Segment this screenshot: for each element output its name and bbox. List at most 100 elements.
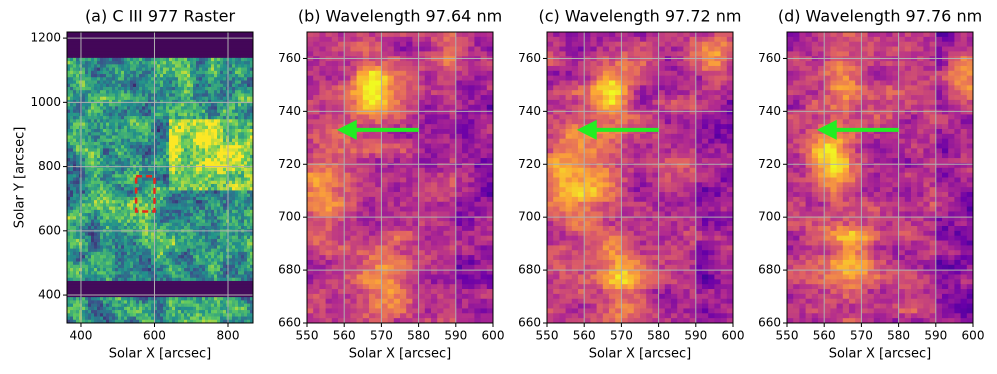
raster-cell bbox=[136, 161, 139, 165]
raster-cell bbox=[121, 284, 124, 288]
raster-cell bbox=[196, 158, 199, 162]
raster-cell bbox=[88, 74, 91, 78]
raster-cell bbox=[214, 55, 217, 59]
raster-cell bbox=[205, 213, 208, 217]
raster-cell bbox=[199, 232, 202, 236]
raster-cell bbox=[190, 226, 193, 230]
raster-cell bbox=[244, 116, 247, 120]
raster-cell bbox=[220, 232, 223, 236]
raster-cell bbox=[244, 84, 247, 88]
raster-cell bbox=[109, 232, 112, 236]
raster-cell bbox=[118, 84, 121, 88]
raster-cell bbox=[214, 187, 217, 191]
raster-cell bbox=[175, 210, 178, 214]
raster-cell bbox=[169, 275, 172, 279]
raster-cell bbox=[223, 194, 226, 198]
raster-cell bbox=[160, 187, 163, 191]
raster-cell bbox=[97, 207, 100, 211]
raster-cell bbox=[97, 220, 100, 224]
raster-cell bbox=[67, 268, 70, 272]
raster-cell bbox=[136, 71, 139, 75]
raster-cell bbox=[220, 51, 223, 55]
raster-cell bbox=[109, 210, 112, 214]
raster-cell bbox=[187, 197, 190, 201]
raster-cell bbox=[76, 161, 79, 165]
raster-cell bbox=[109, 135, 112, 139]
raster-cell bbox=[127, 216, 130, 220]
raster-cell bbox=[196, 84, 199, 88]
raster-cell bbox=[220, 106, 223, 110]
raster-cell bbox=[193, 71, 196, 75]
raster-cell bbox=[100, 200, 103, 204]
raster-cell bbox=[130, 55, 133, 59]
raster-cell bbox=[217, 281, 220, 285]
raster-cell bbox=[145, 45, 148, 49]
raster-cell bbox=[145, 48, 148, 52]
raster-cell bbox=[67, 106, 70, 110]
raster-cell bbox=[169, 129, 172, 133]
raster-cell bbox=[106, 171, 109, 175]
raster-cell bbox=[220, 119, 223, 123]
raster-cell bbox=[163, 281, 166, 285]
raster-cell bbox=[97, 132, 100, 136]
raster-cell bbox=[76, 220, 79, 224]
raster-cell bbox=[109, 68, 112, 72]
raster-cell bbox=[214, 68, 217, 72]
raster-cell bbox=[91, 213, 94, 217]
raster-cell bbox=[187, 187, 190, 191]
raster-cell bbox=[97, 194, 100, 198]
raster-cell bbox=[94, 278, 97, 282]
raster-cell bbox=[217, 110, 220, 114]
raster-cell bbox=[181, 113, 184, 117]
raster-cell bbox=[133, 158, 136, 162]
raster-cell bbox=[211, 255, 214, 259]
raster-cell bbox=[85, 187, 88, 191]
raster-cell bbox=[205, 77, 208, 81]
raster-cell bbox=[187, 174, 190, 178]
raster-cell bbox=[127, 51, 130, 55]
raster-cell bbox=[178, 236, 181, 240]
raster-cell bbox=[136, 64, 139, 68]
raster-cell bbox=[103, 74, 106, 78]
raster-cell bbox=[244, 239, 247, 243]
raster-cell bbox=[130, 119, 133, 123]
raster-cell bbox=[214, 106, 217, 110]
raster-cell bbox=[235, 236, 238, 240]
raster-cell bbox=[103, 139, 106, 143]
raster-cell bbox=[76, 132, 79, 136]
raster-cell bbox=[166, 110, 169, 114]
raster-cell bbox=[202, 97, 205, 101]
raster-cell bbox=[88, 213, 91, 217]
raster-cell bbox=[223, 119, 226, 123]
raster-cell bbox=[73, 100, 76, 104]
raster-cell bbox=[82, 93, 85, 97]
raster-cell bbox=[223, 220, 226, 224]
raster-cell bbox=[172, 242, 175, 246]
raster-cell bbox=[205, 93, 208, 97]
raster-cell bbox=[130, 64, 133, 68]
raster-cell bbox=[82, 87, 85, 91]
raster-cell bbox=[130, 48, 133, 52]
raster-cell bbox=[118, 116, 121, 120]
raster-cell bbox=[136, 113, 139, 117]
raster-cell bbox=[247, 113, 250, 117]
raster-cell bbox=[67, 258, 70, 262]
raster-cell bbox=[238, 139, 241, 143]
raster-cell bbox=[97, 284, 100, 288]
raster-cell bbox=[196, 132, 199, 136]
raster-cell bbox=[181, 77, 184, 81]
raster-cell bbox=[94, 97, 97, 101]
raster-cell bbox=[208, 61, 211, 65]
raster-cell bbox=[157, 236, 160, 240]
raster-cell bbox=[112, 278, 115, 282]
raster-cell bbox=[97, 275, 100, 279]
raster-cell bbox=[106, 271, 109, 275]
raster-cell bbox=[238, 97, 241, 101]
raster-cell bbox=[232, 132, 235, 136]
raster-cell bbox=[229, 242, 232, 246]
raster-cell bbox=[247, 152, 250, 156]
raster-cell bbox=[115, 90, 118, 94]
raster-cell bbox=[139, 38, 142, 42]
raster-cell bbox=[85, 64, 88, 68]
raster-cell bbox=[127, 132, 130, 136]
